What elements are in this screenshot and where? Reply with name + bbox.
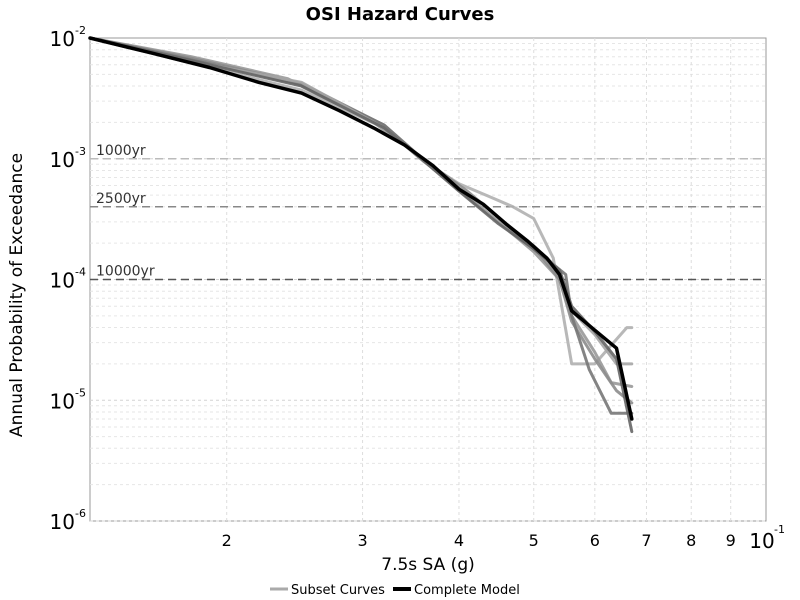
reference-lines: 1000yr 2500yr 10000yr bbox=[90, 143, 766, 281]
x-tick-label: 9 bbox=[726, 531, 736, 550]
y-tick-exponent: -5 bbox=[75, 386, 86, 399]
y-axis-label: Annual Probability of Exceedance bbox=[7, 153, 27, 437]
series-group bbox=[88, 36, 634, 434]
y-tick-label: 10 bbox=[50, 148, 75, 172]
y-tick-labels: 10-210-310-410-510-6 bbox=[50, 24, 86, 534]
x-tick-labels: 2 3 4 5 6 7 8 9 10 -1 bbox=[222, 523, 785, 553]
x-tick-label: 5 bbox=[529, 531, 539, 550]
x-axis-label: 7.5s SA (g) bbox=[381, 555, 475, 575]
x-tick-label: 2 bbox=[222, 531, 232, 550]
x-tick-label: 6 bbox=[590, 531, 600, 550]
y-tick-exponent: -4 bbox=[75, 266, 86, 279]
legend-label: Complete Model bbox=[414, 583, 520, 598]
x-tick-label: 3 bbox=[357, 531, 367, 550]
reference-label-1000yr: 1000yr bbox=[96, 143, 146, 159]
legend: Subset Curves Complete Model bbox=[270, 583, 520, 598]
x-tick-label: 10 bbox=[749, 529, 774, 553]
reference-label-10000yr: 10000yr bbox=[96, 264, 155, 280]
y-tick-label: 10 bbox=[50, 27, 75, 51]
x-tick-label: 7 bbox=[641, 531, 651, 550]
y-tick-label: 10 bbox=[50, 389, 75, 413]
chart-title: OSI Hazard Curves bbox=[306, 4, 495, 25]
y-tick-exponent: -3 bbox=[75, 145, 86, 158]
y-tick-label: 10 bbox=[50, 269, 75, 293]
subset-curve-line bbox=[88, 36, 634, 366]
x-tick-label: 8 bbox=[686, 531, 696, 550]
y-tick-exponent: -2 bbox=[75, 24, 86, 37]
x-tick-label: 4 bbox=[454, 531, 464, 550]
x-tick-exponent: -1 bbox=[774, 523, 785, 536]
y-tick-label: 10 bbox=[50, 510, 75, 534]
y-tick-exponent: -6 bbox=[75, 507, 86, 520]
legend-label: Subset Curves bbox=[291, 583, 385, 598]
reference-label-2500yr: 2500yr bbox=[96, 191, 146, 207]
complete-model-line bbox=[88, 36, 634, 421]
